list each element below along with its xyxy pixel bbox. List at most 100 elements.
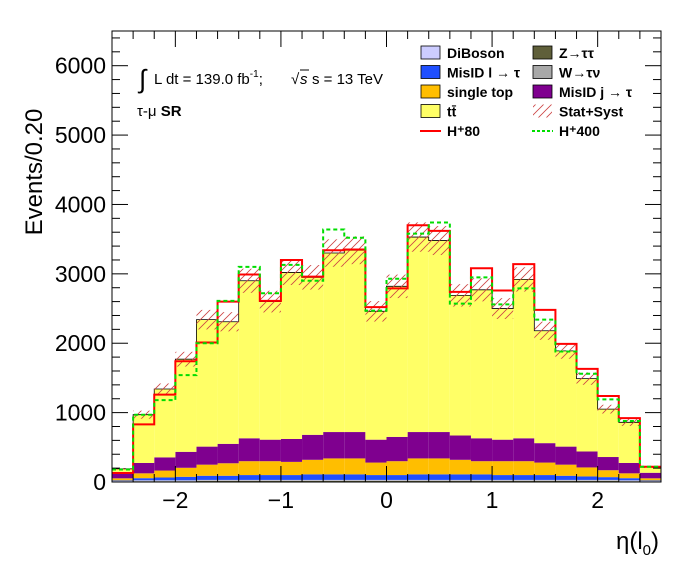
bar-misid-j-bin-19 <box>513 438 535 462</box>
bar-tt-bin-10 <box>323 253 345 433</box>
legend: DiBoson Z→ττ MisID l → τ W→τν single top MisI… <box>420 45 633 139</box>
bar-w-bin-24 <box>618 480 640 482</box>
bar-tt-bin-5 <box>217 321 239 444</box>
legend-entry-1-label: Z→ττ <box>559 45 595 61</box>
bar-tt-bin-11 <box>344 250 366 433</box>
bar-misid-l-bin-7 <box>259 475 281 480</box>
bar-single-top-bin-20 <box>534 462 556 476</box>
bar-misid-l-bin-3 <box>175 476 197 481</box>
x-tick-label: 2 <box>591 487 604 513</box>
legend-entry-6-swatch <box>420 104 441 118</box>
bar-misid-j-bin-5 <box>217 443 239 464</box>
uncertainty-bin-6 <box>238 268 260 293</box>
uncertainty-band <box>112 222 661 470</box>
bar-single-top-bin-7 <box>259 461 281 476</box>
bar-z-bin-5 <box>217 480 239 482</box>
bar-misid-l-bin-1 <box>133 478 155 481</box>
bar-w-bin-13 <box>386 480 408 481</box>
bar-single-top-bin-21 <box>555 464 577 476</box>
bar-tt-bin-3 <box>175 359 197 452</box>
bar-w-bin-10 <box>323 480 345 481</box>
lumi-text: L dt = 139.0 fb <box>154 71 250 88</box>
x-tick-label: −1 <box>268 487 294 513</box>
bar-z-bin-4 <box>196 480 218 482</box>
uncertainty-bin-21 <box>555 342 577 359</box>
legend-entry-8-label: H⁺80 <box>447 123 480 139</box>
bar-z-bin-16 <box>449 480 471 482</box>
bar-misid-l-bin-10 <box>323 474 345 480</box>
energy-text: s = 13 TeV <box>312 71 383 88</box>
bar-tt-bin-0 <box>112 468 134 473</box>
x-tick-label: 0 <box>380 487 393 513</box>
legend-entry-0-swatch <box>420 45 441 60</box>
bar-tt-bin-2 <box>154 389 176 458</box>
bar-tt-bin-18 <box>492 308 514 440</box>
x-axis-label-main: η(l <box>616 528 643 555</box>
uncertainty-bin-23 <box>597 404 619 414</box>
bar-misid-l-bin-23 <box>597 477 619 480</box>
bar-misid-j-bin-24 <box>618 462 640 474</box>
y-tick-label: 3000 <box>55 261 106 287</box>
bar-misid-l-bin-18 <box>492 475 514 480</box>
y-tick-label: 5000 <box>55 122 106 148</box>
legend-entry-2-swatch <box>420 65 441 79</box>
bar-misid-j-bin-13 <box>386 436 408 462</box>
bar-single-top-bin-11 <box>344 458 366 475</box>
legend-entry-4-swatch <box>420 84 441 99</box>
bar-misid-l-bin-25 <box>639 480 661 482</box>
bar-misid-j-bin-7 <box>259 439 281 462</box>
uncertainty-bin-10 <box>323 239 345 267</box>
bar-misid-j-bin-18 <box>492 439 514 462</box>
bar-misid-j-bin-6 <box>238 438 260 462</box>
bar-misid-j-bin-0 <box>112 472 134 479</box>
bar-w-bin-22 <box>576 480 598 481</box>
bar-single-top-bin-9 <box>302 459 324 475</box>
bar-z-bin-18 <box>492 480 514 482</box>
luminosity-annotation: ∫ L dt = 139.0 fb-1; √ s s = 13 TeV <box>137 64 383 94</box>
bar-tt-bin-8 <box>280 272 303 439</box>
uncertainty-bin-15 <box>428 226 450 256</box>
legend-entry-9-label: H⁺400 <box>559 123 600 139</box>
x-axis-label: η(l0) <box>616 528 659 559</box>
bar-single-top-bin-8 <box>280 461 303 476</box>
uncertainty-bin-4 <box>196 309 218 330</box>
bar-single-top-bin-15 <box>428 458 450 475</box>
bar-w-bin-21 <box>555 480 577 481</box>
bar-single-top-bin-2 <box>154 470 176 478</box>
bar-misid-j-bin-16 <box>449 435 471 460</box>
bar-misid-l-bin-13 <box>386 475 408 480</box>
bar-tt-bin-16 <box>449 295 471 436</box>
integral-sign: ∫ <box>137 64 148 94</box>
x-tick-label: −2 <box>162 487 188 513</box>
bar-misid-l-bin-19 <box>513 475 535 480</box>
bar-tt-bin-4 <box>196 319 218 447</box>
bar-w-bin-3 <box>175 480 197 482</box>
bar-single-top-bin-12 <box>365 462 387 476</box>
uncertainty-bin-12 <box>365 301 387 322</box>
bar-single-top-bin-10 <box>323 458 345 475</box>
bar-single-top-bin-14 <box>407 458 429 475</box>
bar-misid-j-bin-3 <box>175 451 197 468</box>
bar-w-bin-4 <box>196 480 218 481</box>
bar-misid-l-bin-22 <box>576 476 598 480</box>
bar-z-bin-10 <box>323 480 345 482</box>
bar-z-bin-11 <box>344 480 366 482</box>
bar-single-top-bin-18 <box>492 461 514 476</box>
legend-entry-3-label: W→τν <box>559 65 600 81</box>
bar-misid-l-bin-17 <box>470 474 493 480</box>
bar-tt-bin-17 <box>470 289 493 439</box>
bar-misid-j-bin-25 <box>639 472 661 479</box>
bar-w-bin-16 <box>449 480 471 481</box>
legend-entry-5-swatch <box>532 84 553 99</box>
bar-tt-bin-7 <box>259 301 281 440</box>
bar-misid-j-bin-4 <box>196 446 218 465</box>
signal-curves <box>112 221 661 474</box>
bar-misid-l-bin-16 <box>449 474 471 480</box>
uncertainty-bin-3 <box>175 351 197 367</box>
bar-misid-l-bin-8 <box>280 475 303 480</box>
svg-text:L dt = 139.0 fb-1;: L dt = 139.0 fb-1; <box>154 69 263 88</box>
bar-misid-l-bin-21 <box>555 475 577 480</box>
bar-w-bin-11 <box>344 480 366 481</box>
bar-tt-bin-23 <box>597 409 619 458</box>
bar-misid-l-bin-14 <box>407 474 429 480</box>
